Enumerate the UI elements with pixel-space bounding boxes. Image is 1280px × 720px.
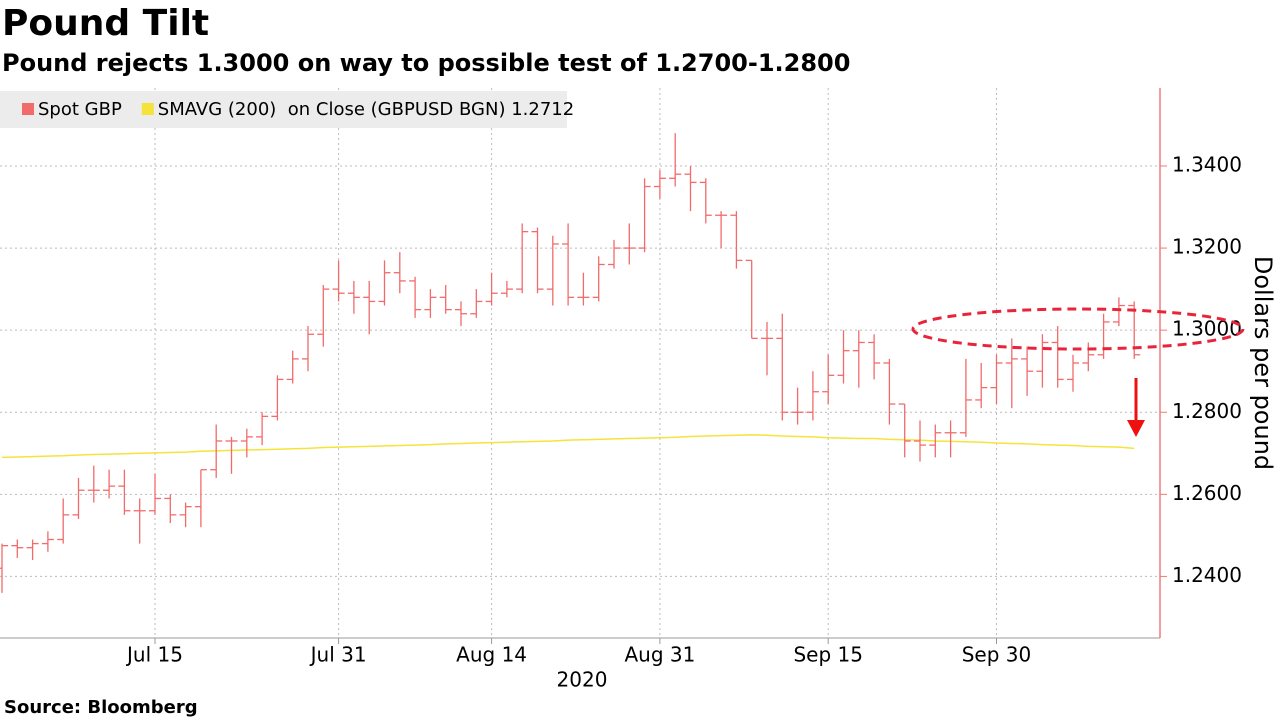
annotation-ellipse xyxy=(911,307,1245,351)
y-tick-label: 1.2800 xyxy=(1172,399,1242,423)
y-tick-label: 1.2400 xyxy=(1172,563,1242,587)
x-tick-label: Aug 14 xyxy=(456,643,527,667)
x-tick-label: Jul 15 xyxy=(125,643,183,667)
legend-label: SMAVG (200) on Close (GBPUSD BGN) 1.2712 xyxy=(158,99,574,120)
chart-title: Pound Tilt xyxy=(2,3,209,44)
source: Source: Bloomberg xyxy=(4,697,198,718)
x-tick-label: Aug 31 xyxy=(624,643,695,667)
x-tick-label: Sep 15 xyxy=(793,643,863,667)
y-axis-label: Dollars per pound xyxy=(1249,256,1277,470)
x-tick-label: Jul 31 xyxy=(309,643,367,667)
legend-background xyxy=(0,91,567,128)
x-tick-label: Sep 30 xyxy=(962,643,1032,667)
x-axis-label: 2020 xyxy=(557,668,608,692)
chart-subtitle: Pound rejects 1.3000 on way to possible … xyxy=(2,49,850,77)
plot-area: 1.2400 1.2600 1.2800 1.3000 1.3200 1.3400 Jul … xyxy=(0,88,1242,667)
legend-swatch xyxy=(22,103,34,115)
y-tick-label: 1.3400 xyxy=(1172,152,1242,176)
legend-label: Spot GBP xyxy=(38,99,122,120)
legend: Spot GBP SMAVG (200) on Close (GBPUSD BGN… xyxy=(0,91,574,128)
sma-line xyxy=(1,434,1135,459)
y-tick-label: 1.3000 xyxy=(1172,317,1242,341)
y-tick-label: 1.3200 xyxy=(1172,235,1242,259)
annotation-arrowhead xyxy=(1127,420,1145,437)
legend-swatch xyxy=(141,103,154,115)
y-tick-label: 1.2600 xyxy=(1172,481,1242,505)
